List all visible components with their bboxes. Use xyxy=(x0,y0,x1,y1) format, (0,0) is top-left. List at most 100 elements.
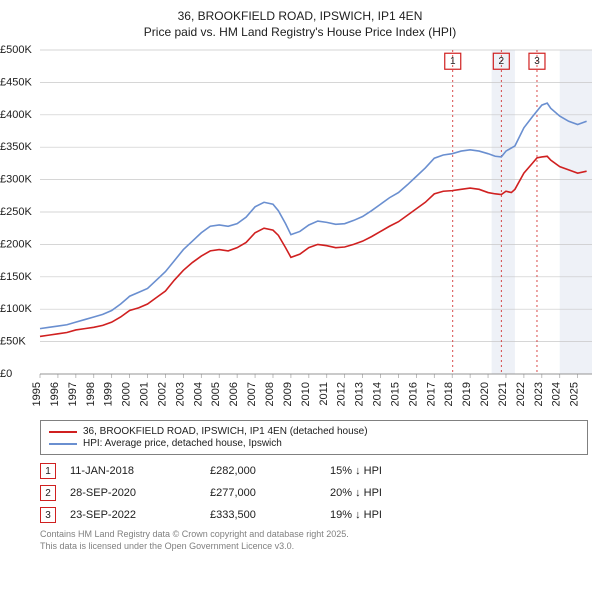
x-tick-label: 2015 xyxy=(389,382,401,406)
y-tick-label: £250K xyxy=(0,206,32,218)
y-tick-label: £50K xyxy=(0,336,26,348)
x-tick-label-group: 2005 xyxy=(210,382,222,406)
price-chart: £0 £50K £100K £150K £200K £250K £300K £350K £400… xyxy=(0,44,600,414)
x-tick-label-group: 2014 xyxy=(372,382,384,406)
x-tick-label-group: 2020 xyxy=(479,382,491,406)
x-tick-label-group: 2010 xyxy=(300,382,312,406)
row-date: 23-SEP-2022 xyxy=(70,509,210,521)
x-tick-label-group: 2002 xyxy=(156,382,168,406)
x-tick-label: 2018 xyxy=(443,382,455,406)
row-delta: 15% ↓ HPI xyxy=(330,465,450,477)
row-delta: 19% ↓ HPI xyxy=(330,509,450,521)
x-tick-label-group: 2006 xyxy=(228,382,240,406)
x-tick-label: 1997 xyxy=(67,382,79,406)
row-date: 28-SEP-2020 xyxy=(70,487,210,499)
row-marker: 3 xyxy=(40,507,56,523)
x-tick-label: 2017 xyxy=(425,382,437,406)
table-row: 2 28-SEP-2020£277,00020% ↓ HPI xyxy=(40,485,588,501)
legend-label: 36, BROOKFIELD ROAD, IPSWICH, IP1 4EN (d… xyxy=(83,426,368,437)
legend-label: HPI: Average price, detached house, Ipsw… xyxy=(83,438,282,449)
x-tick-label: 2001 xyxy=(139,382,151,406)
marker-box-label: 2 xyxy=(499,56,505,67)
legend-swatch xyxy=(49,443,77,445)
footer-line-2: This data is licensed under the Open Gov… xyxy=(40,541,588,553)
x-tick-label-group: 2009 xyxy=(282,382,294,406)
x-tick-label-group: 2007 xyxy=(246,382,258,406)
y-tick-label: £200K xyxy=(0,239,32,251)
x-tick-label-group: 2019 xyxy=(461,382,473,406)
legend-swatch xyxy=(49,431,77,433)
legend-item: 36, BROOKFIELD ROAD, IPSWICH, IP1 4EN (d… xyxy=(49,426,579,437)
x-tick-label: 2022 xyxy=(515,382,527,406)
x-tick-label: 2009 xyxy=(282,382,294,406)
x-tick-label-group: 1995 xyxy=(31,382,43,406)
x-tick-label: 2025 xyxy=(569,382,581,406)
y-tick-label: £300K xyxy=(0,174,32,186)
x-tick-label-group: 2012 xyxy=(336,382,348,406)
chart-legend: 36, BROOKFIELD ROAD, IPSWICH, IP1 4EN (d… xyxy=(40,420,588,455)
x-tick-label: 2020 xyxy=(479,382,491,406)
y-tick-label: £450K xyxy=(0,77,32,89)
x-tick-label-group: 2000 xyxy=(121,382,133,406)
x-tick-label-group: 1996 xyxy=(49,382,61,406)
x-tick-label: 2023 xyxy=(533,382,545,406)
attribution-footer: Contains HM Land Registry data © Crown c… xyxy=(40,529,588,552)
x-tick-label: 2016 xyxy=(407,382,419,406)
y-tick-label: £500K xyxy=(0,44,32,56)
y-tick-label: £0 xyxy=(0,368,12,380)
x-tick-label: 2008 xyxy=(264,382,276,406)
x-tick-label: 2014 xyxy=(372,382,384,406)
y-tick-label: £350K xyxy=(0,142,32,154)
y-tick-label: £400K xyxy=(0,109,32,121)
x-tick-label: 2019 xyxy=(461,382,473,406)
legend-item: HPI: Average price, detached house, Ipsw… xyxy=(49,438,579,449)
x-tick-label-group: 2022 xyxy=(515,382,527,406)
footer-line-1: Contains HM Land Registry data © Crown c… xyxy=(40,529,588,541)
x-tick-label: 2012 xyxy=(336,382,348,406)
marker-box-label: 1 xyxy=(450,56,456,67)
x-tick-label-group: 2018 xyxy=(443,382,455,406)
x-tick-label: 1998 xyxy=(85,382,97,406)
x-tick-label: 2006 xyxy=(228,382,240,406)
x-tick-label-group: 2013 xyxy=(354,382,366,406)
x-tick-label: 1995 xyxy=(31,382,43,406)
x-tick-label: 2003 xyxy=(174,382,186,406)
marker-box-label: 3 xyxy=(534,56,540,67)
x-tick-label-group: 2024 xyxy=(551,382,563,406)
x-tick-label: 2013 xyxy=(354,382,366,406)
x-tick-label: 2000 xyxy=(121,382,133,406)
row-date: 11-JAN-2018 xyxy=(70,465,210,477)
x-tick-label: 2011 xyxy=(318,382,330,406)
x-tick-label-group: 2011 xyxy=(318,382,330,406)
x-tick-label-group: 2025 xyxy=(569,382,581,406)
x-tick-label: 2004 xyxy=(192,382,204,406)
chart-title: 36, BROOKFIELD ROAD, IPSWICH, IP1 4EN Pr… xyxy=(0,0,600,44)
x-tick-label-group: 1999 xyxy=(103,382,115,406)
data-point-table: 1 11-JAN-2018£282,00015% ↓ HPI 2 28-SEP-202… xyxy=(40,463,588,523)
row-price: £282,000 xyxy=(210,465,330,477)
x-tick-label-group: 2015 xyxy=(389,382,401,406)
x-tick-label: 1996 xyxy=(49,382,61,406)
title-address: 36, BROOKFIELD ROAD, IPSWICH, IP1 4EN xyxy=(10,8,590,24)
x-tick-label-group: 2016 xyxy=(407,382,419,406)
table-row: 3 23-SEP-2022£333,50019% ↓ HPI xyxy=(40,507,588,523)
x-tick-label: 2021 xyxy=(497,382,509,406)
x-tick-label: 2024 xyxy=(551,382,563,406)
x-tick-label-group: 2017 xyxy=(425,382,437,406)
x-tick-label: 2002 xyxy=(156,382,168,406)
chart-svg: £0 £50K £100K £150K £200K £250K £300K £350K £400… xyxy=(0,44,600,414)
y-tick-label: £100K xyxy=(0,304,32,316)
x-tick-label-group: 2021 xyxy=(497,382,509,406)
row-delta: 20% ↓ HPI xyxy=(330,487,450,499)
x-tick-label-group: 2001 xyxy=(139,382,151,406)
row-price: £277,000 xyxy=(210,487,330,499)
x-tick-label-group: 2004 xyxy=(192,382,204,406)
row-marker: 1 xyxy=(40,463,56,479)
y-tick-label: £150K xyxy=(0,271,32,283)
table-row: 1 11-JAN-2018£282,00015% ↓ HPI xyxy=(40,463,588,479)
row-price: £333,500 xyxy=(210,509,330,521)
x-tick-label: 2010 xyxy=(300,382,312,406)
row-marker: 2 xyxy=(40,485,56,501)
x-tick-label: 2005 xyxy=(210,382,222,406)
x-tick-label: 1999 xyxy=(103,382,115,406)
